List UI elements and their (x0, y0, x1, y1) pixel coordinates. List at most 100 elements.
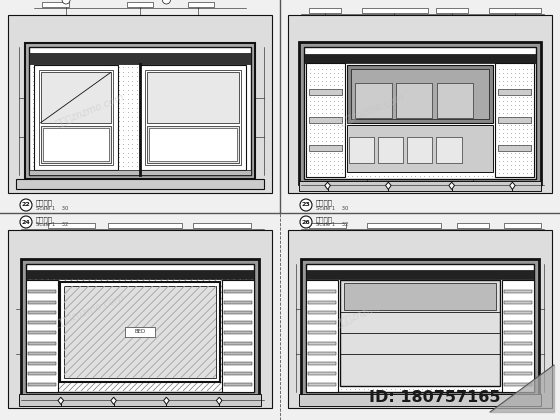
Bar (64, 286, 216, 378)
Text: 22: 22 (22, 202, 30, 207)
Bar (29, 290, 56, 293)
Bar (224, 301, 251, 304)
Bar (8, 15, 272, 193)
Bar (224, 362, 251, 365)
Bar (309, 117, 342, 123)
Bar (147, 72, 240, 123)
Bar (29, 53, 251, 64)
Text: 23: 23 (302, 202, 310, 207)
Bar (43, 128, 109, 161)
Bar (64, 286, 216, 378)
Bar (498, 89, 531, 95)
Bar (367, 223, 441, 228)
Circle shape (300, 216, 312, 228)
Bar (309, 8, 341, 13)
Bar (29, 372, 56, 375)
Text: 26: 26 (302, 220, 310, 225)
Bar (25, 43, 255, 179)
Bar (304, 47, 536, 179)
Polygon shape (58, 397, 64, 404)
Bar (309, 341, 336, 344)
Text: 24: 24 (22, 220, 30, 225)
Bar (48, 223, 95, 228)
Bar (224, 290, 251, 293)
Bar (29, 47, 251, 175)
Bar (43, 2, 69, 7)
Bar (396, 83, 432, 118)
Text: BED: BED (134, 329, 146, 334)
Bar (29, 341, 56, 344)
Bar (224, 311, 251, 314)
Bar (309, 362, 336, 365)
Bar (504, 321, 531, 324)
Bar (309, 372, 336, 375)
Bar (224, 341, 251, 344)
Bar (298, 394, 542, 406)
Bar (224, 383, 251, 386)
Bar (304, 54, 536, 63)
Bar (60, 282, 220, 382)
Bar (436, 136, 461, 163)
Circle shape (20, 199, 32, 211)
Polygon shape (216, 397, 222, 404)
Bar (309, 145, 342, 152)
Bar (504, 372, 531, 375)
Polygon shape (449, 182, 455, 189)
Bar (21, 259, 259, 397)
Polygon shape (490, 365, 554, 412)
Circle shape (300, 199, 312, 211)
Bar (309, 321, 336, 324)
Text: 知末网znzmo.com: 知末网znzmo.com (334, 92, 406, 129)
Bar (309, 352, 336, 355)
Bar (8, 230, 272, 408)
Bar (29, 311, 56, 314)
Polygon shape (325, 182, 330, 189)
Bar (309, 383, 336, 386)
Bar (145, 70, 241, 165)
Bar (347, 66, 493, 123)
Bar (457, 223, 489, 228)
Bar (188, 2, 214, 7)
Bar (504, 311, 531, 314)
Bar (504, 383, 531, 386)
Bar (437, 83, 473, 118)
Bar (224, 352, 251, 355)
Bar (306, 264, 534, 392)
Bar (340, 281, 500, 386)
Bar (140, 65, 246, 170)
Bar (18, 394, 262, 406)
Bar (224, 331, 251, 334)
Bar (436, 8, 468, 13)
Text: 知末网znzmo.com: 知末网znzmo.com (54, 291, 126, 328)
Bar (347, 125, 493, 172)
Bar (127, 2, 153, 7)
Bar (489, 8, 542, 13)
Circle shape (20, 216, 32, 228)
Bar (407, 136, 432, 163)
Bar (498, 117, 531, 123)
Bar (16, 179, 264, 189)
Bar (40, 72, 111, 123)
Bar (356, 83, 391, 118)
Bar (29, 362, 56, 365)
Text: Scale 1    32: Scale 1 32 (36, 223, 68, 228)
Circle shape (162, 0, 170, 4)
Bar (26, 281, 58, 392)
Bar (26, 264, 254, 392)
Bar (502, 281, 534, 392)
Text: 知末网znzmo.com: 知末网znzmo.com (334, 291, 406, 328)
Bar (222, 281, 254, 392)
Bar (306, 270, 534, 279)
Bar (147, 126, 240, 163)
Text: Scale 1    30: Scale 1 30 (36, 205, 68, 210)
Bar (505, 223, 542, 228)
Bar (27, 279, 253, 391)
Bar (299, 42, 541, 184)
Bar (504, 301, 531, 304)
Bar (504, 341, 531, 344)
Bar (349, 136, 375, 163)
Bar (34, 65, 118, 170)
Bar (108, 223, 182, 228)
Bar (498, 145, 531, 152)
Polygon shape (111, 397, 116, 404)
